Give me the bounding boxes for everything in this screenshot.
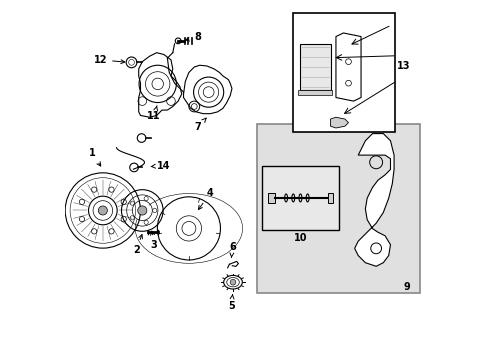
Text: 7: 7 [194,118,206,132]
Text: 6: 6 [228,242,235,258]
Text: 12: 12 [93,55,124,65]
Text: 13: 13 [396,62,409,72]
Bar [257,125,419,293]
Circle shape [230,279,235,285]
Text: 10: 10 [293,233,306,243]
Polygon shape [327,193,333,203]
Bar [298,90,332,95]
Text: 3: 3 [150,231,157,250]
Circle shape [98,206,107,215]
Bar [261,166,338,230]
Text: 8: 8 [185,32,201,42]
Circle shape [138,206,146,215]
Bar [300,44,330,90]
Polygon shape [139,53,182,117]
Polygon shape [330,117,348,128]
Text: 14: 14 [151,161,170,171]
Polygon shape [267,193,275,203]
Bar [292,13,394,132]
Text: 5: 5 [227,295,234,311]
Polygon shape [354,134,393,266]
Text: 9: 9 [403,282,409,292]
Text: 2: 2 [133,234,142,255]
Polygon shape [335,33,360,101]
Text: 1: 1 [88,148,101,166]
Polygon shape [183,65,231,114]
Text: 4: 4 [198,188,213,210]
Text: 11: 11 [147,106,161,121]
